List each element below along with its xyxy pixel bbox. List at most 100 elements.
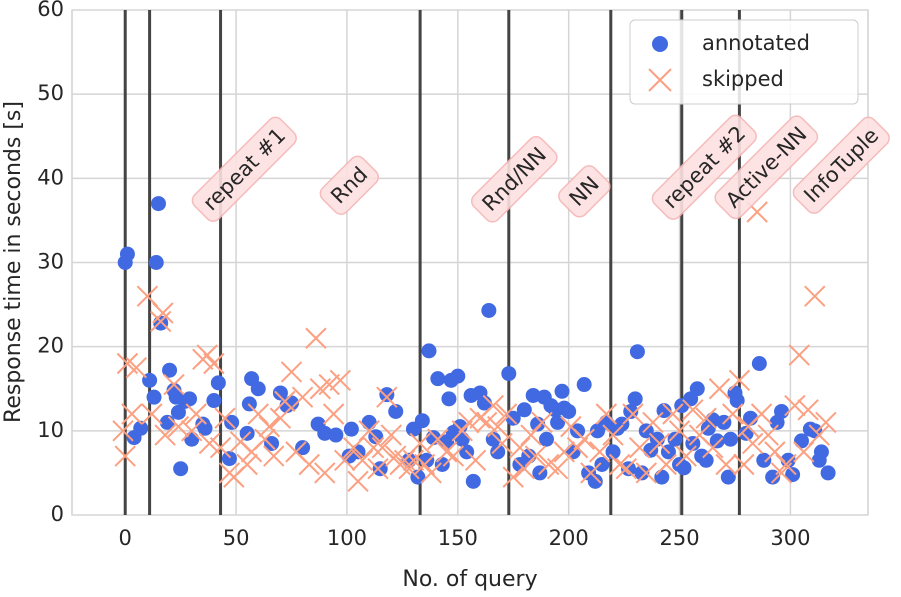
point-skipped (531, 411, 553, 434)
x-tick-label: 150 (438, 526, 478, 550)
point-skipped (775, 453, 797, 476)
point-annotated (481, 302, 497, 318)
point-annotated (490, 444, 506, 460)
point-skipped (198, 432, 221, 455)
point-skipped (436, 441, 458, 463)
point-skipped (314, 462, 336, 484)
point-annotated (738, 425, 754, 441)
point-skipped (291, 386, 314, 408)
legend-box (629, 19, 859, 105)
point-skipped (622, 403, 644, 425)
point-skipped (258, 415, 281, 438)
point-annotated (634, 465, 650, 481)
point-annotated (388, 403, 404, 419)
legend-marker (652, 36, 668, 52)
point-skipped (269, 407, 292, 429)
point-skipped (797, 399, 819, 421)
point-skipped (513, 458, 536, 480)
point-skipped (274, 390, 296, 413)
point-annotated (221, 451, 237, 467)
point-annotated (676, 460, 692, 476)
point-skipped (595, 403, 618, 425)
point-annotated (723, 431, 739, 447)
point-annotated (570, 423, 586, 439)
point-annotated (501, 366, 517, 382)
legend: annotated skipped (629, 19, 859, 105)
point-annotated (785, 467, 801, 483)
point-skipped (682, 399, 704, 421)
point-skipped (347, 470, 369, 493)
point-skipped (722, 403, 744, 425)
point-skipped (741, 432, 764, 455)
point-skipped (602, 424, 624, 446)
point-annotated (146, 389, 162, 405)
point-annotated (465, 473, 481, 489)
point-annotated (250, 381, 266, 397)
point-skipped (154, 424, 176, 446)
x-tick-label: 100 (327, 526, 367, 550)
legend-label: skipped (702, 67, 784, 91)
point-annotated (629, 344, 645, 360)
point-skipped (203, 352, 225, 375)
point-annotated (239, 425, 255, 441)
point-skipped (280, 361, 303, 383)
point-skipped (524, 445, 547, 467)
point-skipped (815, 411, 837, 434)
point-skipped (167, 415, 190, 438)
x-tick-label: 0 (119, 526, 132, 550)
point-annotated (594, 457, 610, 472)
point-skipped (402, 449, 425, 471)
annotation-box (319, 155, 379, 215)
point-annotated (170, 404, 186, 420)
point-skipped (376, 386, 398, 408)
point-annotated (689, 381, 705, 397)
point-annotated (434, 457, 450, 472)
point-skipped (573, 428, 595, 450)
annotation-box (191, 116, 297, 222)
point-skipped (475, 411, 498, 434)
point-skipped (442, 445, 465, 467)
point-annotated (698, 452, 714, 468)
point-skipped (254, 428, 276, 450)
point-annotated (264, 435, 280, 451)
point-annotated (441, 391, 457, 407)
point-skipped (715, 453, 737, 476)
point-skipped (668, 420, 691, 442)
point-skipped (322, 403, 345, 425)
point-annotated (720, 469, 736, 485)
point-skipped (553, 441, 575, 463)
point-annotated (709, 433, 725, 449)
point-annotated (667, 431, 683, 447)
point-skipped (675, 445, 697, 467)
point-skipped (655, 453, 677, 476)
annotation-box (792, 116, 890, 214)
y-tick-label: 0 (51, 502, 64, 526)
point-skipped (163, 373, 185, 396)
point-skipped (509, 436, 531, 459)
point-skipped (125, 357, 148, 379)
point-annotated (272, 385, 288, 401)
point-skipped (764, 441, 786, 463)
point-annotated (162, 362, 178, 378)
point-skipped (318, 373, 340, 396)
point-annotated (627, 391, 643, 407)
point-skipped (635, 462, 657, 484)
point-skipped (141, 403, 163, 425)
point-skipped (152, 302, 174, 324)
point-skipped (298, 453, 320, 476)
point-skipped (757, 424, 779, 446)
point-skipped (420, 462, 442, 484)
y-tick-label: 40 (37, 165, 64, 189)
point-annotated (206, 393, 222, 409)
point-skipped (209, 436, 232, 459)
point-skipped (181, 420, 203, 442)
point-annotated (119, 246, 135, 262)
x-tick-label: 250 (659, 526, 699, 550)
point-annotated (197, 420, 213, 436)
point-skipped (482, 394, 504, 417)
point-annotated (756, 452, 772, 468)
point-annotated (605, 444, 621, 460)
point-skipped (808, 424, 830, 446)
point-annotated (414, 413, 430, 429)
